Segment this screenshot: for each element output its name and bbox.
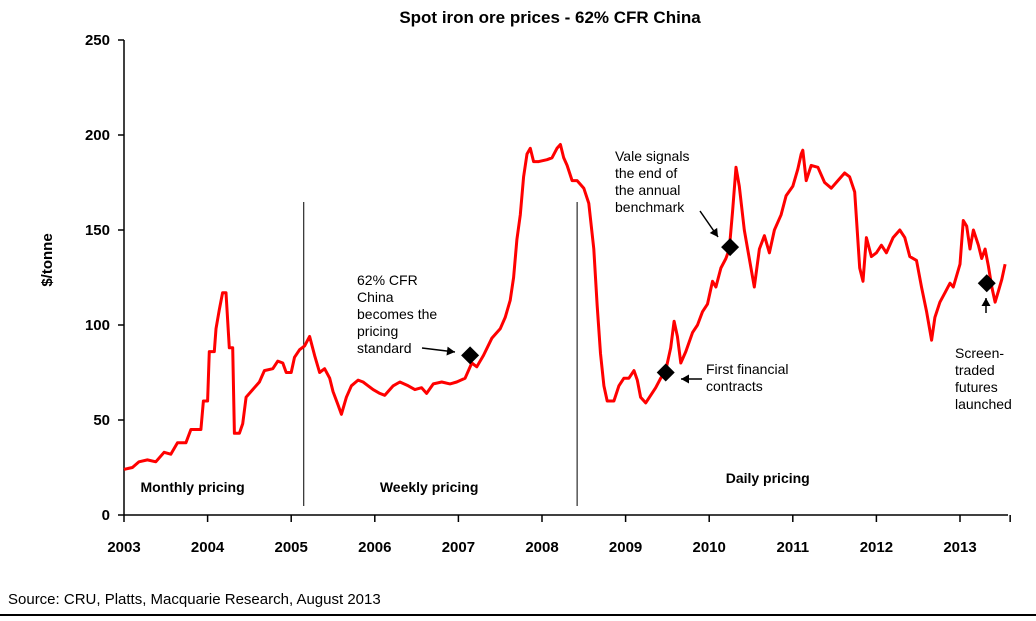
annotation-text-line: benchmark: [615, 199, 685, 215]
annotation-text-line: pricing: [357, 323, 398, 339]
x-tick-label: 2008: [525, 539, 558, 556]
annotation-text-line: China: [357, 289, 394, 305]
annotation-text-line: the annual: [615, 182, 680, 198]
x-tick-label: 2004: [191, 539, 225, 556]
annotation-arrow-head: [446, 346, 455, 356]
event-marker-diamond: [721, 238, 740, 257]
annotation-text-line: becomes the: [357, 306, 437, 322]
annotation-text-line: futures: [955, 379, 998, 395]
x-tick-label: 2011: [777, 539, 810, 556]
y-axis-label: $/tonne: [39, 233, 56, 286]
x-tick-label: 2013: [943, 539, 976, 556]
annotation-text-line: First financial: [706, 361, 788, 377]
annotation-arrow-head: [981, 298, 991, 306]
y-tick-label: 150: [85, 222, 110, 239]
y-tick-label: 250: [85, 32, 110, 49]
event-marker-diamond: [461, 346, 480, 365]
x-tick-label: 2012: [860, 539, 893, 556]
y-tick-label: 50: [93, 412, 110, 429]
pricing-region-label: Monthly pricing: [140, 479, 244, 495]
y-tick-label: 0: [102, 507, 110, 524]
pricing-region-label: Daily pricing: [726, 470, 810, 486]
plot-axes: 0 50 100 150 200 250 2003 2004 2005 2006 2007 2008 2…: [85, 32, 1011, 556]
x-tick-label: 2009: [609, 539, 642, 556]
annotation-arrow-head: [709, 227, 718, 237]
chart-title: Spot iron ore prices - 62% CFR China: [399, 8, 701, 27]
annotation-text-line: launched: [955, 396, 1012, 412]
annotation-text-line: the end of: [615, 165, 677, 181]
x-tick-label: 2005: [275, 539, 308, 556]
annotation-text-line: Screen-: [955, 345, 1004, 361]
x-tick-label: 2010: [693, 539, 726, 556]
price-series-line: [123, 143, 1007, 471]
x-tick-label: 2003: [107, 539, 140, 556]
annotation-text-line: standard: [357, 340, 411, 356]
source-note: Source: CRU, Platts, Macquarie Research,…: [8, 591, 381, 608]
x-tick-label: 2007: [442, 539, 475, 556]
annotation-arrow-head: [681, 374, 689, 384]
pricing-dividers: [303, 202, 578, 506]
iron-ore-chart: Spot iron ore prices - 62% CFR China $/t…: [39, 8, 1012, 556]
annotation-text-line: traded: [955, 362, 995, 378]
y-tick-label: 100: [85, 317, 110, 334]
y-tick-label: 200: [85, 127, 110, 144]
annotation-text-line: contracts: [706, 378, 763, 394]
event-marker-diamond: [656, 363, 675, 382]
pricing-region-label: Weekly pricing: [380, 479, 479, 495]
pricing-regions: Monthly pricing Weekly pricing Daily prici…: [140, 470, 809, 495]
annotation-text-line: 62% CFR: [357, 272, 418, 288]
bottom-rule: [0, 614, 1036, 616]
annotation-text-line: Vale signals: [615, 148, 689, 164]
x-tick-label: 2006: [358, 539, 391, 556]
event-marker-diamond: [977, 274, 996, 293]
